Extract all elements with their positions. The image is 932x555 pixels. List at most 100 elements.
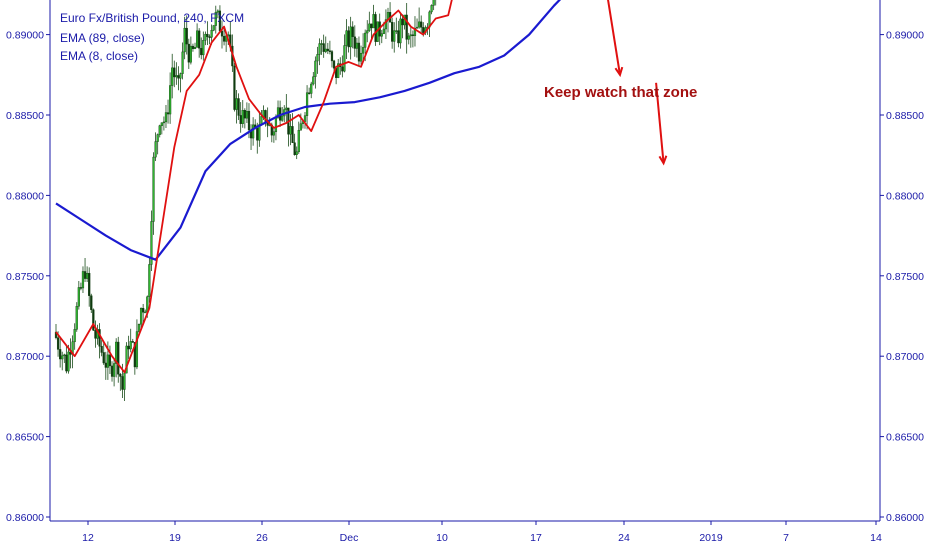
- candle-body: [252, 124, 255, 139]
- candle-body: [185, 27, 188, 45]
- candle-body: [366, 30, 369, 34]
- candle-body: [341, 66, 344, 72]
- candle-body: [324, 48, 327, 52]
- candle-body: [239, 115, 242, 124]
- candle-body: [108, 354, 112, 367]
- candle-body: [237, 98, 240, 116]
- candle-body: [303, 115, 307, 122]
- candle-body: [125, 345, 128, 374]
- candle-body: [162, 121, 165, 124]
- candle-body: [216, 10, 219, 13]
- candle-body: [316, 54, 319, 62]
- candle-body: [142, 308, 145, 313]
- candle-body: [343, 45, 346, 72]
- candle-body: [152, 156, 155, 222]
- candle-body: [117, 341, 120, 375]
- candle-body: [326, 48, 329, 51]
- candle-body: [393, 30, 396, 42]
- candle-body: [173, 67, 176, 78]
- candle-body: [274, 117, 278, 132]
- chart-title: Euro Fx/British Pound, 240, FXCM: [60, 11, 244, 25]
- candle-body: [314, 60, 317, 77]
- candle-body: [233, 65, 236, 110]
- candle-body: [160, 122, 163, 126]
- candle-body: [137, 323, 141, 332]
- candle-body: [90, 295, 93, 310]
- candle-body: [362, 47, 365, 54]
- candle-body: [418, 21, 421, 28]
- annotation-text: Keep watch that zone: [544, 84, 697, 101]
- candle-body: [382, 28, 385, 34]
- candle-body: [54, 331, 58, 338]
- legend-ema-8: EMA (8, close): [60, 49, 138, 63]
- candle-body: [247, 110, 251, 131]
- candle-body: [295, 151, 298, 155]
- candle-body: [411, 34, 414, 36]
- left-y-tick-label: 0.87000: [6, 351, 44, 363]
- right-y-tick-label: 0.87000: [886, 351, 924, 363]
- candle-body: [202, 39, 205, 56]
- candle-body: [345, 30, 348, 46]
- candle-body: [351, 26, 354, 38]
- candle-body: [422, 27, 425, 34]
- x-tick-label: Dec: [340, 532, 359, 544]
- candle-body: [353, 36, 356, 49]
- arrow-down-shaft: [655, 82, 665, 164]
- candle-body: [312, 76, 315, 85]
- candle-body: [322, 43, 325, 52]
- candle-body: [293, 142, 296, 155]
- candle-body: [409, 34, 412, 37]
- candle-body: [94, 330, 97, 339]
- candle-body: [413, 27, 417, 36]
- left-y-tick-label: 0.89000: [6, 30, 44, 42]
- candle-body: [65, 354, 68, 372]
- arrow-down-head: [614, 66, 624, 78]
- candle-body: [119, 374, 122, 377]
- candle-body: [235, 98, 238, 110]
- candle-body: [127, 345, 130, 350]
- candle-body: [372, 14, 375, 29]
- candle-body: [75, 306, 78, 330]
- candle-body: [210, 30, 213, 38]
- candle-body: [179, 73, 182, 79]
- candle-body: [187, 43, 190, 63]
- candle-body: [380, 33, 383, 37]
- candle-body: [59, 349, 62, 360]
- candle-body: [177, 75, 180, 79]
- candle-body: [83, 271, 87, 279]
- candle-body: [256, 128, 259, 141]
- candle-body: [204, 33, 207, 41]
- candle-body: [86, 272, 89, 279]
- x-tick-label: 19: [169, 532, 181, 544]
- candle-body: [175, 75, 178, 78]
- arrow-down-head: [658, 155, 668, 166]
- candle-body: [310, 83, 313, 94]
- candle-body: [102, 352, 105, 364]
- candle-body: [129, 341, 132, 350]
- candle-body: [328, 50, 331, 52]
- candle-body: [67, 351, 70, 372]
- right-y-tick-label: 0.88500: [886, 110, 924, 122]
- candle-body: [208, 36, 211, 38]
- candle-body: [332, 60, 336, 69]
- candle-body: [100, 346, 103, 353]
- x-tick-label: 17: [530, 532, 542, 544]
- x-tick-label: 10: [436, 532, 448, 544]
- candle-body: [156, 134, 159, 142]
- ema-89-line: [55, 0, 562, 261]
- candle-body: [144, 311, 147, 314]
- ema-8-line: [55, 0, 453, 374]
- candle-body: [397, 30, 400, 44]
- candle-body: [133, 342, 136, 368]
- x-tick-label: 12: [82, 532, 94, 544]
- candle-body: [191, 45, 195, 50]
- candle-body: [272, 131, 275, 136]
- candle-body: [106, 354, 109, 368]
- candle-body: [195, 30, 199, 48]
- candle-body: [415, 26, 419, 29]
- candle-body: [430, 5, 433, 13]
- left-y-tick-label: 0.88500: [6, 110, 44, 122]
- right-y-tick-label: 0.86000: [886, 512, 924, 524]
